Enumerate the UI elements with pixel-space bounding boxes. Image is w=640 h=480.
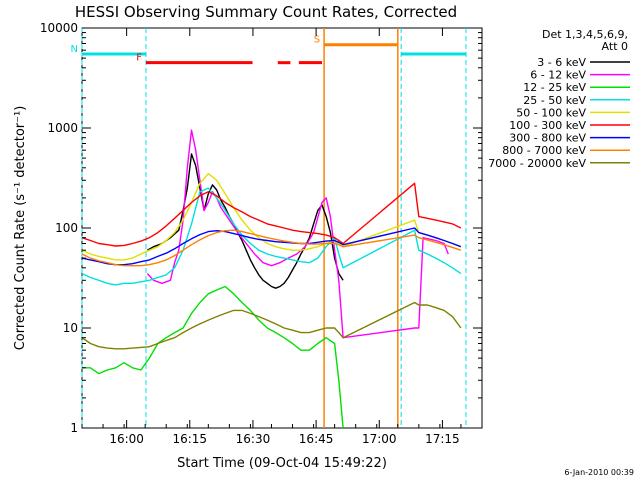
flag-label-s: S	[314, 35, 320, 46]
y-tick-label-0: 1	[70, 421, 78, 435]
legend-header-attenuator: Att 0	[602, 40, 628, 53]
x-tick-label-5: 17:15	[425, 432, 460, 446]
y-tick-label-4: 10000	[40, 21, 78, 35]
legend-label-25-50-kev: 25 - 50 keV	[523, 94, 586, 107]
y-tick-label-1: 10	[63, 321, 78, 335]
series-50-100-kev	[81, 172, 462, 261]
flag-bars: N F S	[71, 35, 466, 65]
y-axis-ticks: 1 10 100 1000 10000	[40, 21, 482, 435]
x-tick-label-4: 17:00	[362, 432, 397, 446]
x-tick-label-0: 16:00	[109, 432, 144, 446]
legend-label-800-7000-kev: 800 - 7000 keV	[502, 144, 586, 157]
series-3-6-kev	[146, 153, 344, 289]
x-axis-label: Start Time (09-Oct-04 15:49:22)	[177, 456, 387, 471]
chart-title: HESSI Observing Summary Count Rates, Cor…	[75, 3, 457, 21]
legend-label-3-6-kev: 3 - 6 keV	[537, 56, 586, 69]
series-12-25-kev	[82, 285, 344, 429]
legend-label-7000-20000-kev: 7000 - 20000 keV	[488, 157, 586, 170]
flag-label-n: N	[71, 44, 78, 55]
y-axis-label: Corrected Count Rate (s⁻¹ detector⁻¹)	[13, 106, 28, 351]
series-25-50-kev	[81, 187, 462, 286]
series-7000-20000-kev	[81, 301, 462, 350]
flag-label-f: F	[136, 53, 142, 64]
series-6-12-kev	[146, 129, 449, 339]
legend-label-50-100-kev: 50 - 100 keV	[516, 106, 586, 119]
x-tick-label-2: 16:30	[236, 432, 271, 446]
legend-header-detectors: Det 1,3,4,5,6,9,	[542, 28, 628, 41]
legend-label-6-12-kev: 6 - 12 keV	[530, 69, 586, 82]
legend-label-300-800-kev: 300 - 800 keV	[509, 132, 586, 145]
footer-timestamp: 6-Jan-2010 00:39	[564, 468, 634, 477]
x-axis-ticks: 16:00 16:15 16:30 16:45 17:00 17:15	[81, 28, 483, 446]
legend-label-12-25-kev: 12 - 25 keV	[523, 81, 586, 94]
y-tick-label-3: 1000	[47, 121, 78, 135]
series-100-300-kev	[81, 182, 462, 247]
legend-label-100-300-kev: 100 - 300 keV	[509, 119, 586, 132]
x-tick-label-1: 16:15	[172, 432, 207, 446]
series-800-7000-kev	[81, 229, 462, 267]
y-tick-label-2: 100	[55, 221, 78, 235]
series-lines	[81, 129, 462, 429]
series-300-800-kev	[81, 227, 462, 266]
guide-lines	[81, 28, 467, 428]
plot-area: N F S 16:00 16:15 16:30 16:45 17:00 17:15 1 10 10…	[40, 21, 483, 446]
x-tick-label-3: 16:45	[299, 432, 334, 446]
